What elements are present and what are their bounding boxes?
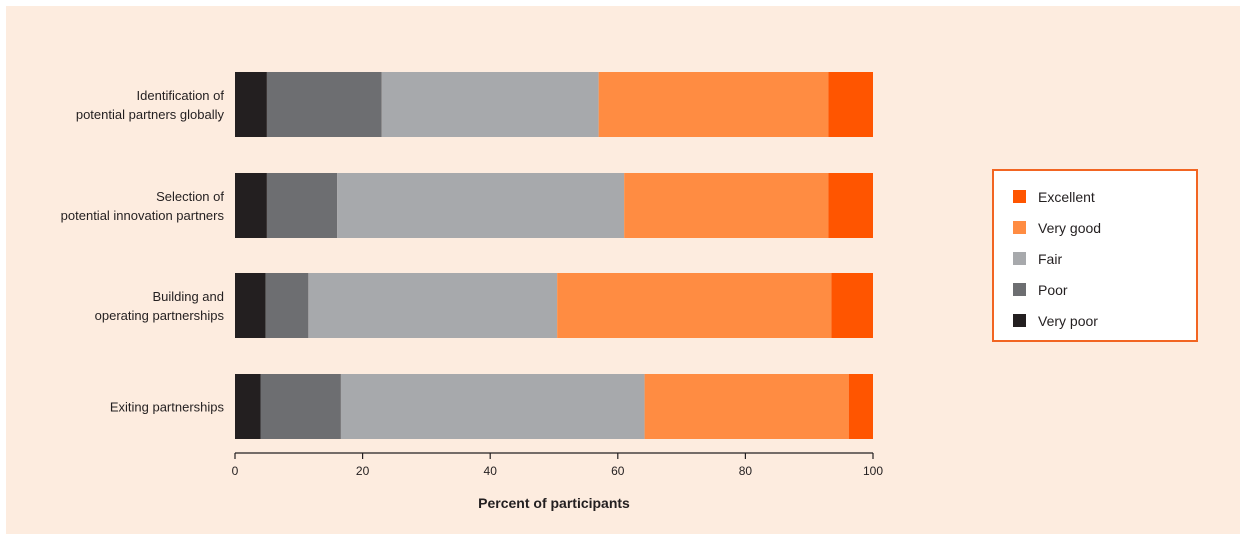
bar-segment-fair [337,173,625,238]
bar-segment-very-good [644,374,849,439]
bar-segment-very-poor [235,374,261,439]
bar-segment-very-good [598,72,829,137]
legend-label: Very poor [1038,313,1098,329]
bar-segment-very-poor [235,273,266,338]
x-tick-label: 0 [232,464,239,478]
bar-segment-poor [266,72,382,137]
bar-segment-fair [381,72,599,137]
legend-swatch [1013,190,1026,203]
legend: Excellent Very good Fair Poor Very poor [992,169,1198,342]
x-axis-title: Percent of participants [478,495,630,511]
bar-segment-poor [266,173,338,238]
x-tick-label: 20 [356,464,370,478]
category-label: Exiting partnerships [110,400,225,415]
bar-segment-poor [260,374,341,439]
bar-segment-fair [340,374,645,439]
category-label: Selection of [156,189,224,204]
category-label: potential innovation partners [61,208,225,223]
bar-segment-poor [265,273,309,338]
x-tick-label: 100 [863,464,883,478]
legend-swatch [1013,252,1026,265]
bar-segment-very-poor [235,72,267,137]
legend-label: Very good [1038,220,1101,236]
x-tick-label: 60 [611,464,625,478]
bar-segment-very-good [624,173,829,238]
legend-label: Fair [1038,251,1062,267]
bar-segment-excellent [831,273,873,338]
bar-segment-excellent [848,374,873,439]
legend-swatch [1013,283,1026,296]
bar-segment-very-poor [235,173,267,238]
category-label: Identification of [137,88,225,103]
legend-swatch [1013,314,1026,327]
x-tick-label: 80 [739,464,753,478]
bar-segment-excellent [828,72,873,137]
bar-segment-excellent [828,173,873,238]
bar-segment-fair [308,273,558,338]
legend-box [992,169,1198,342]
x-tick-label: 40 [484,464,498,478]
legend-label: Excellent [1038,189,1095,205]
legend-label: Poor [1038,282,1068,298]
category-label: Building and [152,289,224,304]
bar-segment-very-good [557,273,832,338]
category-label: potential partners globally [76,107,225,122]
legend-swatch [1013,221,1026,234]
category-label: operating partnerships [95,308,225,323]
